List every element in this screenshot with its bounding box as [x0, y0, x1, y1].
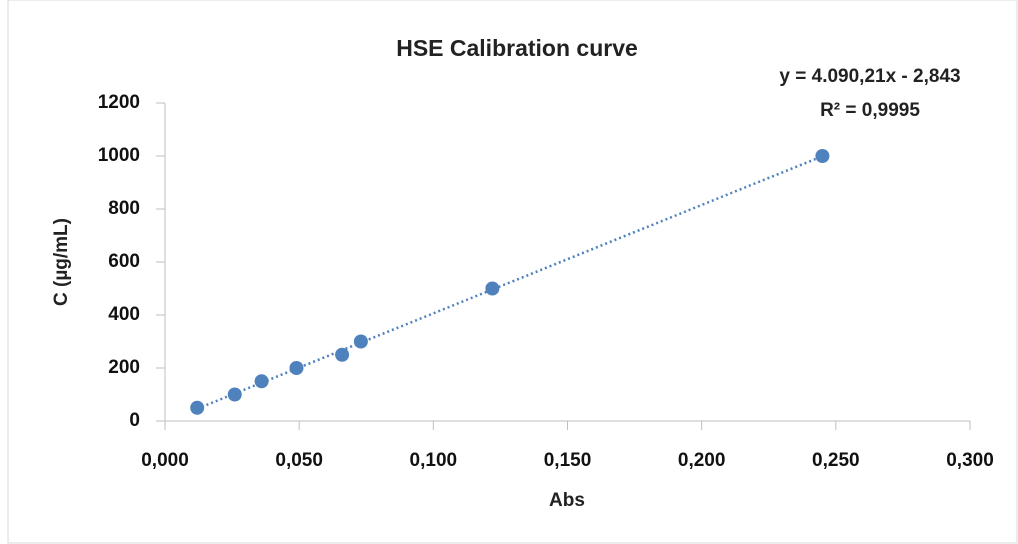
x-tick-label: 0,050 — [275, 450, 323, 471]
y-tick-label: 1000 — [98, 145, 140, 166]
y-tick-label: 400 — [108, 304, 140, 325]
data-point — [289, 361, 304, 375]
x-tick-label: 0,150 — [544, 450, 592, 471]
data-point — [227, 387, 242, 402]
trendline-r-squared: R² = 0,9995 — [820, 100, 920, 121]
data-point — [254, 374, 269, 389]
chart-title: HSE Calibration curve — [396, 35, 638, 61]
data-point — [353, 334, 368, 349]
x-tick-label: 0,250 — [812, 450, 860, 471]
data-point — [190, 400, 205, 415]
y-tick-label: 600 — [108, 251, 140, 272]
x-tick-label: 0,200 — [678, 450, 726, 471]
y-tick-label: 1200 — [98, 92, 140, 113]
data-point — [815, 149, 830, 163]
data-point — [335, 347, 350, 362]
y-tick-label: 200 — [108, 357, 140, 378]
y-tick-label: 0 — [129, 410, 140, 431]
chart-frame — [7, 0, 1018, 544]
trendline-equation: y = 4.090,21x - 2,843 — [779, 66, 960, 87]
y-axis-label: C (µg/mL) — [51, 218, 72, 306]
x-axis-label: Abs — [549, 490, 585, 511]
trendline — [196, 155, 823, 410]
x-tick-label: 0,000 — [141, 450, 189, 471]
y-tick-label: 800 — [108, 198, 140, 219]
x-tick-label: 0,300 — [946, 450, 994, 471]
data-point — [485, 281, 500, 296]
x-tick-label: 0,100 — [410, 450, 458, 471]
